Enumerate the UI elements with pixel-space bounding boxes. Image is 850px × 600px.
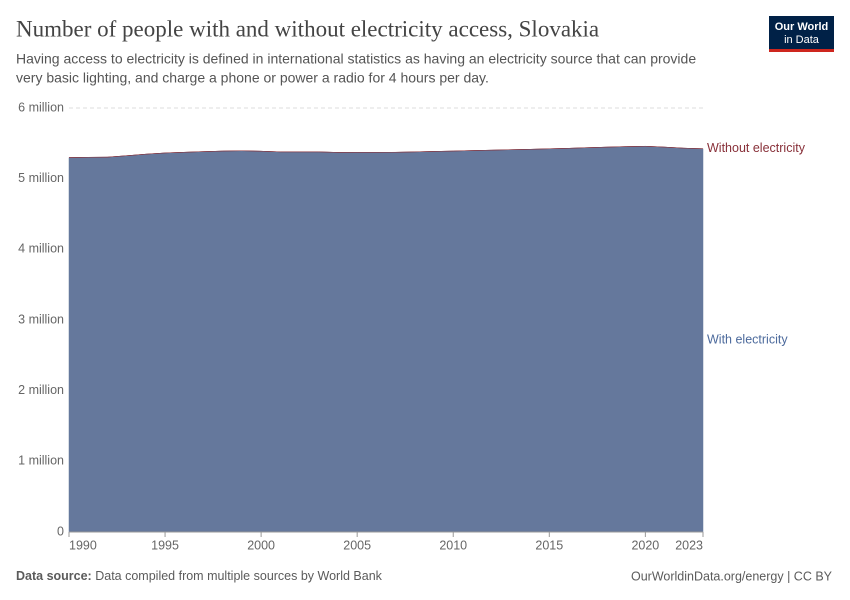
logo-bar <box>769 49 834 52</box>
y-tick-label: 0 <box>57 524 64 538</box>
legend-label: With electricity <box>707 333 788 347</box>
subtitle: very basic lighting, and charge a phone … <box>16 70 489 86</box>
source-text: Data compiled from multiple sources by W… <box>95 569 382 583</box>
y-tick-label: 1 million <box>18 454 64 468</box>
x-tick-label: 2015 <box>535 538 563 552</box>
y-tick-label: 4 million <box>18 242 64 256</box>
y-tick-label: 3 million <box>18 312 64 326</box>
credit[interactable]: OurWorldinData.org/energy | CC BY <box>631 569 833 583</box>
y-tick-label: 6 million <box>18 100 64 114</box>
x-tick-label: 2000 <box>247 538 275 552</box>
logo-box <box>769 16 834 49</box>
area <box>68 145 704 533</box>
x-tick-label: 1995 <box>151 538 179 552</box>
x-tick-label: 1990 <box>69 538 97 552</box>
source-label: Data source: <box>16 569 92 583</box>
x-tick-label: 2005 <box>343 538 371 552</box>
x-tick-label: 2010 <box>439 538 467 552</box>
logo-text: in Data <box>784 34 820 46</box>
x-tick-label: 2023 <box>675 538 703 552</box>
y-tick-label: 5 million <box>18 171 64 185</box>
logo-text: Our World <box>775 21 829 33</box>
chart-title: Number of people with and without electr… <box>16 16 599 41</box>
logo[interactable]: Our World in Data <box>769 16 834 52</box>
source: Data source: Data compiled from multiple… <box>16 569 383 583</box>
area <box>68 145 704 158</box>
y-tick-label: 2 million <box>18 383 64 397</box>
x-tick-label: 2020 <box>631 538 659 552</box>
legend-label: Without electricity <box>707 141 806 155</box>
subtitle: Having access to electricity is defined … <box>16 51 696 67</box>
